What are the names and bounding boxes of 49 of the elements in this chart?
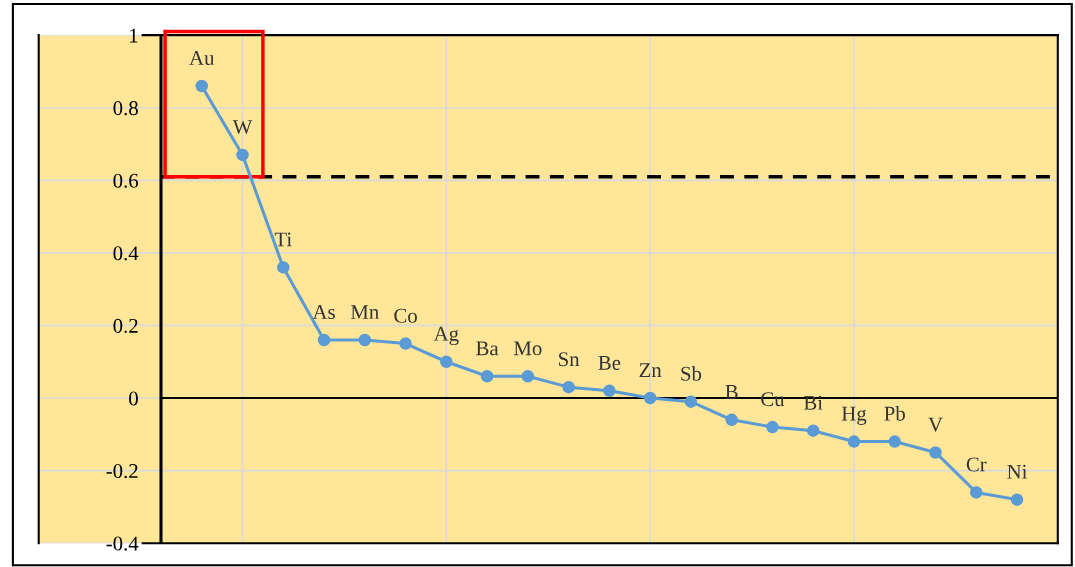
point <box>521 370 535 383</box>
y-tick-label: 0 <box>129 391 138 406</box>
annotation: Bi <box>803 395 823 410</box>
point <box>399 337 412 350</box>
point <box>970 486 983 499</box>
point <box>236 148 249 162</box>
point <box>847 435 861 448</box>
annotation: Pb <box>884 406 905 421</box>
point <box>480 370 494 383</box>
annotation: Ba <box>476 341 499 356</box>
y-tick-label: 1 <box>130 28 138 43</box>
annotation: Sn <box>559 352 580 367</box>
point <box>684 395 698 408</box>
annotation: V <box>928 417 943 432</box>
y-tick-label: 0.2 <box>113 318 138 333</box>
annotation: Au <box>189 51 215 66</box>
y-tick-label: -0.2 <box>106 463 138 479</box>
point <box>440 355 453 368</box>
y-tick-label: -0.4 <box>106 536 139 551</box>
annotation: Cr <box>966 457 987 472</box>
point <box>603 384 616 398</box>
annotation: W <box>232 120 253 135</box>
point <box>806 424 820 437</box>
point <box>358 333 372 347</box>
y-tick-label: 0.6 <box>113 173 139 188</box>
point <box>277 261 290 274</box>
annotation: Co <box>394 308 417 323</box>
annotation: Mo <box>514 341 542 356</box>
annotation: Ti <box>274 232 292 247</box>
annotation: Be <box>598 356 621 370</box>
annotation: Zn <box>639 363 662 377</box>
point <box>725 413 738 427</box>
y-tick-label: 0.4 <box>113 246 139 261</box>
point <box>1010 493 1024 506</box>
point <box>888 435 901 448</box>
point <box>317 333 331 347</box>
point <box>766 420 779 434</box>
annotation: Mn <box>350 305 379 319</box>
annotation: Hg <box>841 406 867 425</box>
point <box>562 380 575 394</box>
y-tick-label: 0.8 <box>113 101 138 116</box>
annotation: Ni <box>1007 464 1028 479</box>
point <box>929 446 942 459</box>
annotation: Sb <box>681 366 702 381</box>
annotation: B <box>725 385 738 399</box>
point <box>643 391 657 405</box>
point <box>195 79 209 93</box>
annotation: As <box>312 305 335 320</box>
annotation: Ag <box>433 326 459 346</box>
